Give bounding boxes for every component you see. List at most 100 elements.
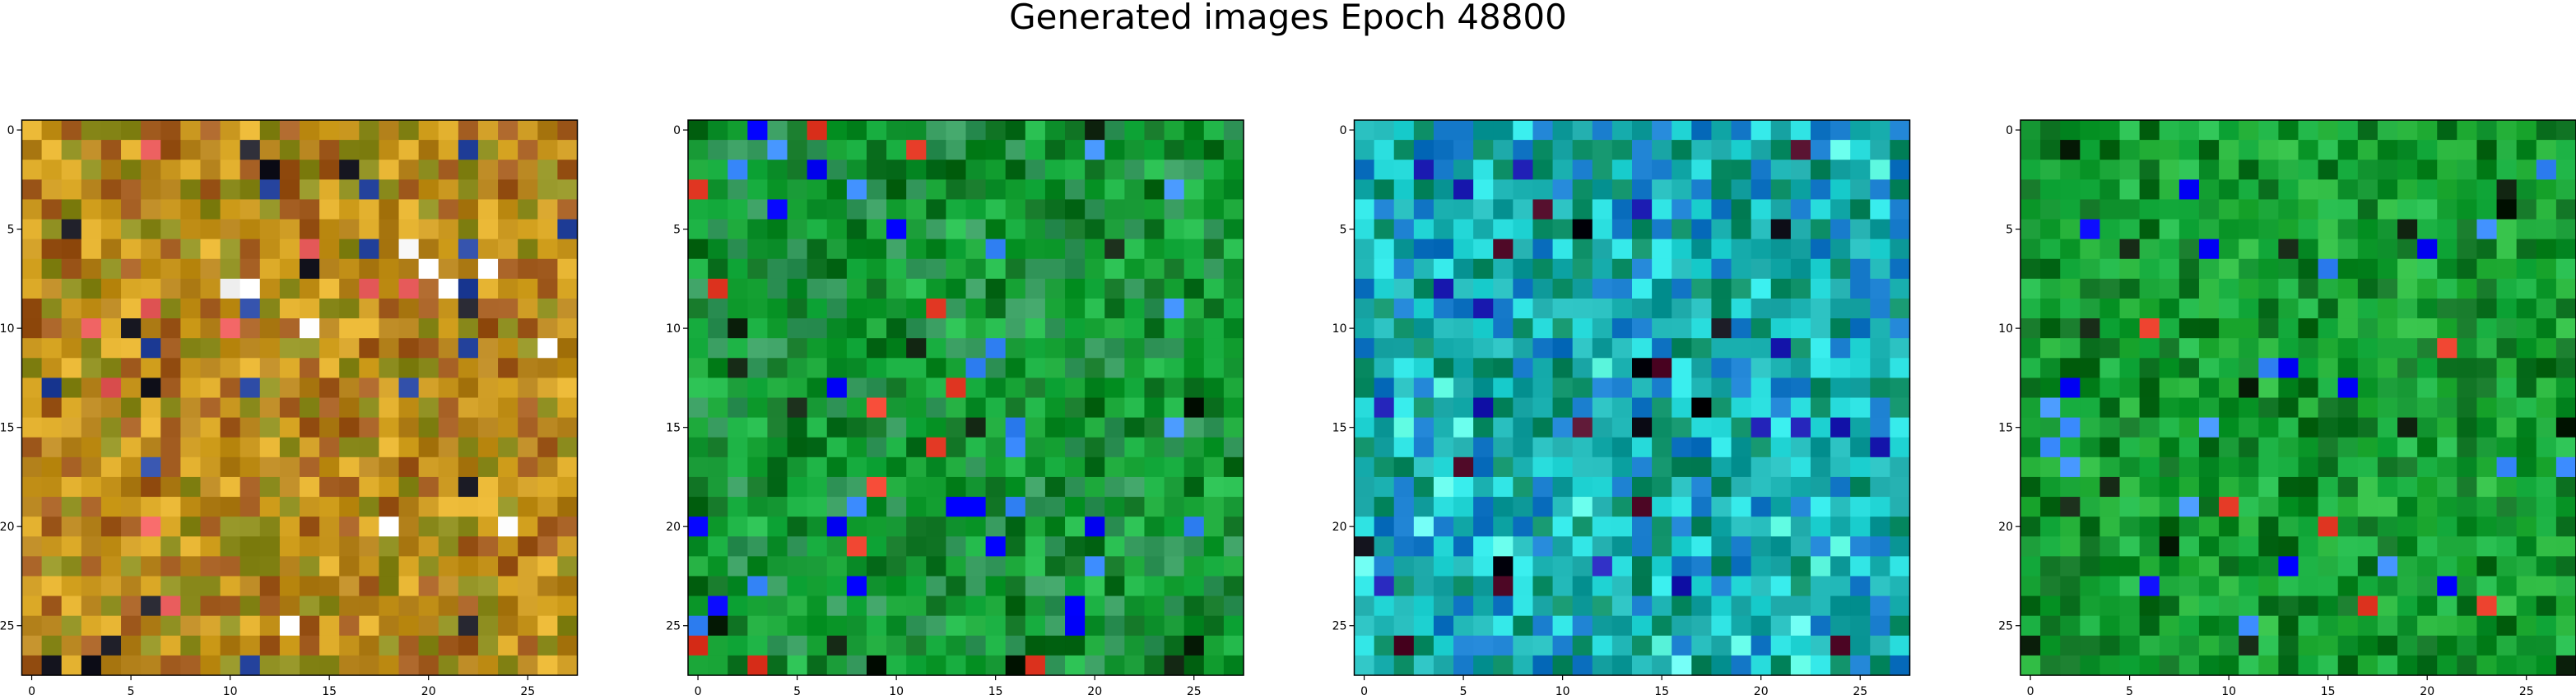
image-pixel	[2040, 140, 2061, 160]
image-pixel	[22, 259, 43, 280]
image-pixel	[2160, 140, 2180, 160]
image-pixel	[160, 576, 181, 596]
image-pixel	[2497, 497, 2518, 517]
image-pixel	[339, 438, 360, 458]
image-pixel	[121, 576, 142, 596]
image-pixel	[280, 636, 300, 656]
image-pixel	[300, 140, 320, 160]
image-pixel	[2258, 576, 2279, 596]
image-pixel	[2378, 477, 2398, 498]
image-pixel	[339, 140, 360, 160]
image-pixel	[62, 378, 82, 398]
image-pixel	[2417, 477, 2438, 498]
image-pixel	[946, 179, 966, 200]
image-pixel	[1006, 140, 1026, 160]
image-pixel	[2556, 358, 2576, 378]
image-pixel	[240, 378, 261, 398]
image-pixel	[319, 179, 340, 200]
image-pixel	[1025, 536, 1046, 557]
image-pixel	[22, 120, 43, 141]
image-pixel	[121, 318, 142, 339]
image-pixel	[1453, 477, 1474, 498]
image-pixel	[339, 556, 360, 577]
image-pixel	[2318, 179, 2339, 200]
image-pixel	[906, 517, 927, 537]
image-pixel	[1830, 120, 1851, 141]
image-pixel	[1374, 576, 1395, 596]
image-pixel	[200, 636, 221, 656]
image-pixel	[1493, 338, 1514, 359]
image-pixel	[2517, 438, 2537, 458]
image-pixel	[319, 497, 340, 517]
image-pixel	[180, 636, 201, 656]
image-pixel	[2517, 398, 2537, 419]
image-pixel	[788, 279, 808, 299]
image-pixel	[1473, 239, 1494, 260]
image-pixel	[767, 179, 788, 200]
image-pixel	[1632, 279, 1653, 299]
image-pixel	[926, 636, 946, 656]
image-pixel	[1691, 378, 1712, 398]
image-pixel	[2457, 299, 2477, 319]
image-pixel	[1612, 656, 1633, 676]
image-pixel	[439, 616, 459, 637]
image-pixel	[1434, 636, 1454, 656]
image-pixel	[2457, 120, 2477, 141]
image-pixel	[62, 358, 82, 378]
image-pixel	[2179, 398, 2200, 419]
image-pixel	[1124, 616, 1145, 637]
image-pixel	[2099, 457, 2120, 478]
image-pixel	[1830, 418, 1851, 438]
image-pixel	[1811, 576, 1831, 596]
image-pixel	[2378, 160, 2398, 180]
image-pixel	[2179, 656, 2200, 676]
image-pixel	[439, 199, 459, 220]
image-pixel	[1573, 358, 1593, 378]
image-pixel	[2278, 358, 2299, 378]
image-pixel	[2497, 656, 2518, 676]
image-pixel	[121, 338, 142, 359]
image-pixel	[2219, 199, 2239, 220]
image-pixel	[986, 616, 1007, 637]
image-pixel	[946, 358, 966, 378]
image-pixel	[2140, 199, 2160, 220]
x-tick-label: 5	[2126, 685, 2133, 695]
image-pixel	[498, 220, 518, 240]
image-pixel	[1355, 358, 1375, 378]
image-pixel	[359, 536, 379, 557]
image-pixel	[22, 576, 43, 596]
image-pixel	[1830, 457, 1851, 478]
image-pixel	[280, 378, 300, 398]
image-pixel	[557, 398, 578, 419]
image-pixel	[926, 536, 946, 557]
image-pixel	[2219, 299, 2239, 319]
image-pixel	[1374, 556, 1395, 577]
image-pixel	[2397, 616, 2418, 637]
image-pixel	[1204, 596, 1225, 617]
image-pixel	[1025, 497, 1046, 517]
image-pixel	[1045, 398, 1066, 419]
image-pixel	[708, 299, 728, 319]
image-pixel	[1493, 536, 1514, 557]
image-pixel	[1652, 120, 1672, 141]
image-pixel	[2536, 457, 2557, 478]
image-pixel	[458, 299, 479, 319]
image-pixel	[1184, 418, 1205, 438]
image-pixel	[708, 636, 728, 656]
image-pixel	[2318, 457, 2339, 478]
image-pixel	[1434, 438, 1454, 458]
image-pixel	[2299, 279, 2319, 299]
image-pixel	[1593, 378, 1613, 398]
image-pixel	[1085, 179, 1105, 200]
image-pixel	[1124, 477, 1145, 498]
image-pixel	[1771, 378, 1792, 398]
image-pixel	[319, 596, 340, 617]
image-pixel	[2179, 140, 2200, 160]
image-pixel	[2099, 199, 2120, 220]
image-pixel	[1374, 378, 1395, 398]
image-pixel	[688, 378, 709, 398]
image-pixel	[557, 656, 578, 676]
image-pixel	[2517, 160, 2537, 180]
image-pixel	[478, 140, 499, 160]
image-pixel	[200, 556, 221, 577]
